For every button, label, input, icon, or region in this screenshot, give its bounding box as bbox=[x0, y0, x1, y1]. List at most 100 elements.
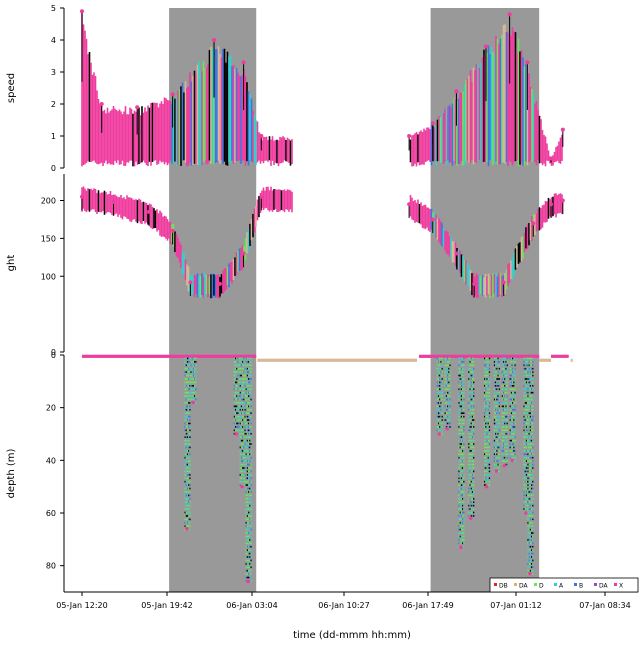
dive-mark bbox=[470, 381, 472, 384]
dive-mark bbox=[510, 439, 513, 442]
dive-mark bbox=[459, 367, 461, 370]
dive-mark bbox=[460, 484, 463, 486]
dive-mark bbox=[468, 357, 470, 360]
dive-mark bbox=[484, 402, 486, 404]
dive-mark bbox=[496, 467, 498, 469]
dive-mark bbox=[493, 408, 496, 411]
dive-mark bbox=[246, 569, 249, 572]
dive-mark bbox=[244, 395, 246, 397]
dive-mark bbox=[247, 415, 250, 418]
dive-mark bbox=[530, 569, 533, 572]
dive-mark bbox=[244, 415, 246, 418]
dive-mark bbox=[249, 453, 251, 456]
dive-mark bbox=[184, 515, 186, 517]
dive-mark bbox=[184, 439, 186, 442]
dive-mark bbox=[484, 357, 486, 360]
dive-mark bbox=[184, 470, 186, 473]
dive-mark bbox=[461, 504, 464, 507]
dive-mark bbox=[501, 419, 504, 421]
dive-mark bbox=[240, 453, 243, 456]
dive-mark bbox=[532, 521, 534, 524]
dive-mark bbox=[449, 364, 451, 367]
dive-mark bbox=[240, 395, 243, 397]
dive-mark bbox=[504, 395, 506, 397]
dive-mark bbox=[246, 545, 249, 548]
dive-mark bbox=[528, 497, 530, 500]
dive-mark bbox=[528, 539, 530, 541]
dive-mark bbox=[188, 456, 190, 459]
dive-mark bbox=[448, 419, 450, 421]
dive-mark bbox=[514, 367, 516, 370]
dive-mark bbox=[185, 508, 187, 510]
dive-mark bbox=[460, 518, 463, 521]
dive-mark bbox=[528, 374, 530, 377]
dive-mark bbox=[184, 487, 186, 490]
dive-mark bbox=[512, 361, 514, 363]
dive-mark bbox=[243, 436, 245, 438]
dive-mark bbox=[460, 408, 463, 411]
dive-mark bbox=[495, 395, 497, 397]
dive-mark bbox=[240, 402, 243, 404]
dive-mark bbox=[469, 443, 471, 445]
dive-mark bbox=[510, 388, 513, 391]
dive-mark bbox=[250, 443, 252, 445]
dive-mark bbox=[504, 381, 506, 384]
dive-mark bbox=[243, 408, 245, 411]
dive-mark bbox=[440, 408, 442, 411]
dive-mark bbox=[513, 371, 515, 373]
dive-mark bbox=[487, 484, 489, 486]
dive-mark bbox=[185, 477, 187, 480]
dive-mark bbox=[188, 508, 190, 510]
dive-mark bbox=[501, 429, 504, 432]
dive-mark bbox=[497, 405, 499, 408]
dive-mark bbox=[488, 419, 491, 421]
dive-mark bbox=[439, 402, 441, 404]
dive-mark bbox=[247, 398, 250, 401]
dive-mark bbox=[485, 378, 487, 380]
dive-mark bbox=[488, 429, 491, 432]
dive-mark bbox=[506, 391, 508, 394]
dive-mark bbox=[236, 357, 238, 360]
dive-mark bbox=[514, 415, 516, 418]
dive-mark bbox=[249, 477, 251, 480]
dive-mark bbox=[250, 566, 252, 569]
dive-mark bbox=[436, 419, 439, 421]
height-point bbox=[407, 202, 412, 207]
dive-mark bbox=[471, 460, 474, 462]
dive-mark bbox=[496, 412, 498, 415]
height-point bbox=[472, 281, 477, 286]
dive-mark bbox=[246, 371, 249, 373]
dive-mark bbox=[185, 402, 187, 404]
dive-mark bbox=[461, 480, 464, 483]
dive-mark bbox=[245, 566, 247, 569]
height-point bbox=[560, 198, 565, 203]
dive-mark bbox=[469, 453, 471, 456]
dive-mark bbox=[530, 463, 533, 466]
dive-mark bbox=[237, 429, 239, 432]
dive-mark bbox=[471, 412, 474, 415]
dive-mark bbox=[473, 460, 475, 462]
dive-bottom-point bbox=[524, 511, 528, 515]
dive-mark bbox=[527, 501, 529, 504]
dive-mark bbox=[243, 432, 245, 435]
dive-mark bbox=[444, 395, 446, 397]
dive-mark bbox=[195, 381, 197, 384]
dive-mark bbox=[528, 446, 530, 449]
dive-mark bbox=[525, 405, 528, 408]
dive-mark bbox=[506, 446, 508, 449]
dive-mark bbox=[459, 405, 461, 408]
dive-mark bbox=[488, 395, 491, 397]
dive-mark bbox=[523, 439, 525, 442]
dive-mark bbox=[459, 539, 461, 541]
dive-mark bbox=[448, 357, 450, 360]
dive-mark bbox=[245, 432, 247, 435]
dive-mark bbox=[242, 474, 244, 476]
dive-mark bbox=[486, 477, 488, 480]
dive-mark bbox=[470, 497, 472, 500]
dive-mark bbox=[249, 549, 251, 551]
dive-mark bbox=[532, 542, 534, 545]
dive-mark bbox=[505, 398, 507, 401]
dive-mark bbox=[458, 535, 460, 538]
dive-mark bbox=[498, 405, 500, 408]
dive-mark bbox=[437, 381, 440, 384]
